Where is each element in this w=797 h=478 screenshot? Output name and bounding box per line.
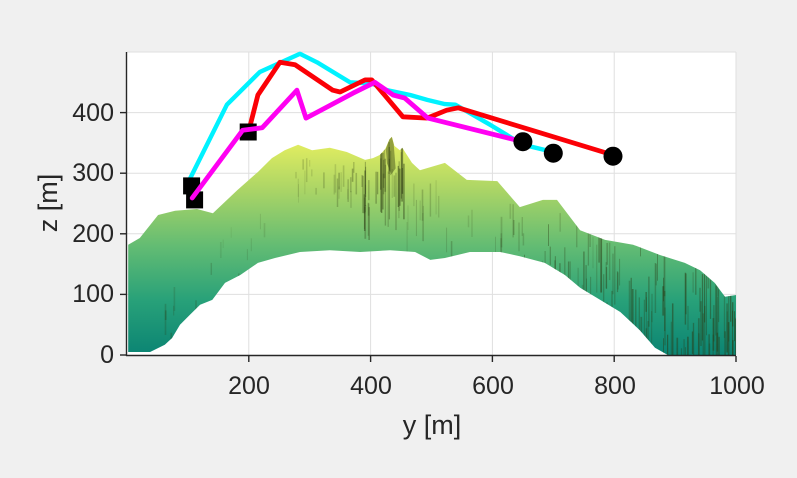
x-tick-label-600: 600: [472, 372, 514, 400]
x-tick-label-800: 800: [594, 372, 636, 400]
trajectory-red: [245, 59, 616, 158]
x-tick-label-200: 200: [228, 372, 270, 400]
x-tick-label-1000: 1000: [709, 372, 765, 400]
axes-spines-and-ticks: [120, 52, 737, 362]
start-marker-square: [186, 191, 204, 209]
terrain-silhouette: [128, 136, 736, 355]
y-tick-label-0: 0: [100, 341, 114, 369]
x-axis-label: y [m]: [402, 410, 462, 440]
end-marker-circle: [543, 143, 563, 163]
y-tick-label-300: 300: [72, 159, 114, 187]
x-tick-label-400: 400: [350, 372, 392, 400]
y-tick-label-100: 100: [72, 280, 114, 308]
trajectory-magenta: [189, 79, 526, 201]
y-axis-label: z [m]: [33, 173, 63, 233]
trajectories-and-markers: [183, 51, 623, 209]
y-tick-label-400: 400: [72, 99, 114, 127]
end-marker-circle: [603, 146, 623, 166]
y-tick-label-200: 200: [72, 220, 114, 248]
end-marker-circle: [513, 132, 533, 152]
